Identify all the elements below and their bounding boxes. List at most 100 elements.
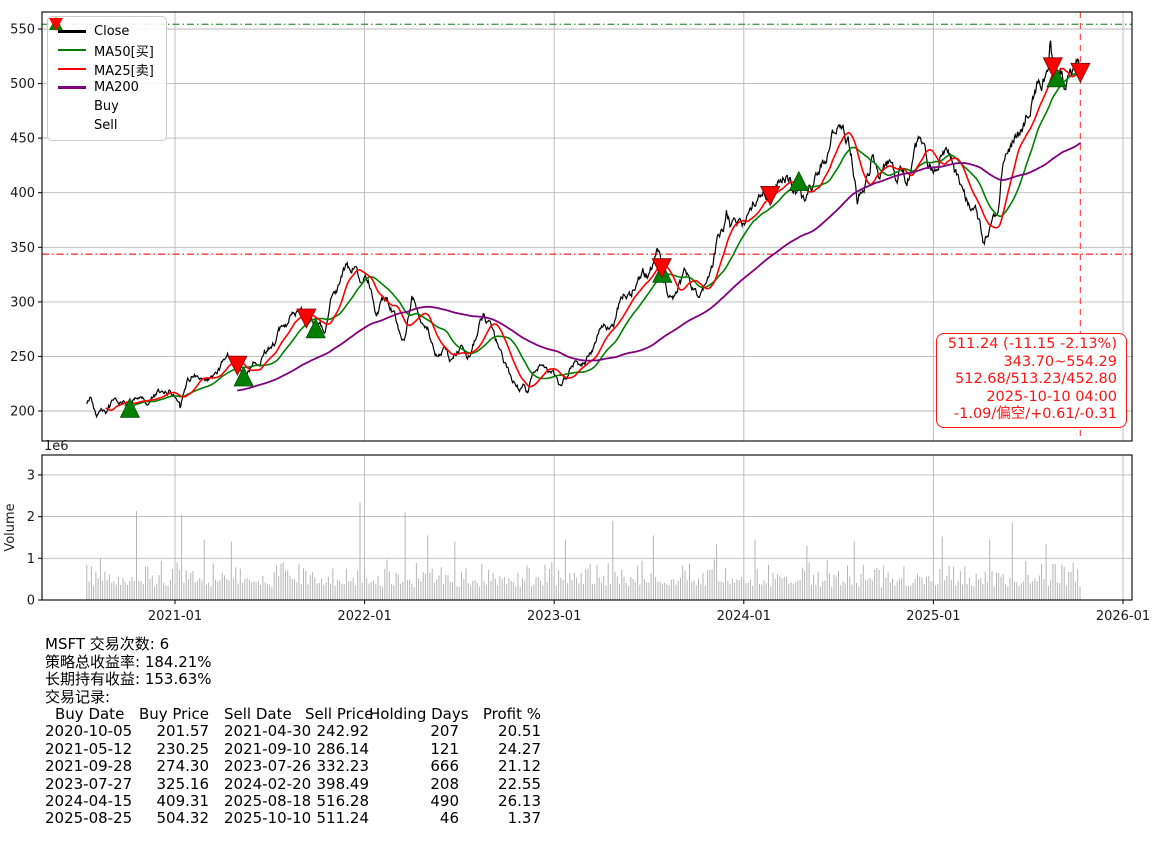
trades-cell: 24.27 <box>498 739 541 758</box>
trades-cell: 2021-04-30 <box>224 722 312 741</box>
legend-line-swatch <box>57 67 87 71</box>
trades-cell: 666 <box>430 757 459 776</box>
legend-item-sell: Sell <box>49 18 154 135</box>
axes-spines <box>41 11 1133 601</box>
trades-cell: 409.31 <box>156 792 210 811</box>
ma25-line <box>105 67 1081 411</box>
trades-header-cell: Buy Date <box>55 705 125 723</box>
price-axis-tick: 550 <box>10 23 35 38</box>
legend-label: Sell <box>94 117 118 133</box>
trades-header-cell: Profit % <box>482 705 541 723</box>
legend-item-ma200: MA200 <box>57 78 154 97</box>
ma50-line <box>124 69 1081 408</box>
buy-marker <box>788 170 809 191</box>
annotation-bias: -1.09/偏空/+0.61/-0.31 <box>953 406 1117 423</box>
trades-cell: 121 <box>430 739 459 758</box>
trade-report: MSFT 交易次数: 6 策略总收益率: 184.21% 长期持有收益: 153… <box>45 635 541 828</box>
buy-marker <box>233 366 254 387</box>
trades-cell: 2021-05-12 <box>45 739 133 758</box>
legend-line-swatch <box>57 30 87 33</box>
date-axis-tick: 2025-01 <box>906 609 960 624</box>
trades-cell: 2025-10-10 <box>224 809 312 828</box>
price-volume-chart: 200 250 300 350 400 450 500 550 0 1 2 3 2021-01 2022-… <box>3 11 1150 625</box>
buy-marker <box>305 318 326 339</box>
legend-line-swatch <box>57 86 87 90</box>
volume-bars <box>86 502 1081 600</box>
trade-count-line: MSFT 交易次数: 6 <box>45 635 170 653</box>
trades-cell: 2023-07-27 <box>45 774 133 793</box>
price-axis-tick: 400 <box>10 186 35 201</box>
sell-marker <box>651 258 672 279</box>
volume-axis-tick: 2 <box>27 510 35 525</box>
price-axis-tick: 450 <box>10 132 35 147</box>
reference-lines <box>42 23 1132 255</box>
legend-item-buy: Buy <box>49 17 154 116</box>
trades-cell: 2024-02-20 <box>224 774 312 793</box>
sell-marker <box>760 186 781 207</box>
price-lines <box>86 40 1082 419</box>
axis-ticks-labels: 200 250 300 350 400 450 500 550 0 1 2 3 2021-01 2022-… <box>3 23 1150 625</box>
legend-line-swatch <box>57 48 87 52</box>
trades-cell: 201.57 <box>156 722 210 741</box>
trades-header-cell: Sell Price <box>305 705 374 723</box>
date-axis-tick: 2023-01 <box>527 609 581 624</box>
grid-lines <box>42 12 1132 600</box>
trades-header-cell: Holding Days <box>369 705 469 723</box>
trades-cell: 2021-09-10 <box>224 739 312 758</box>
legend-label: MA50[买] <box>94 44 154 60</box>
date-axis-tick: 2021-01 <box>148 609 202 624</box>
legend-label: Close <box>94 23 130 39</box>
trades-cell: 2024-04-15 <box>45 792 133 811</box>
trade-markers <box>119 57 1091 418</box>
legend-item-close: Close <box>57 22 154 41</box>
trades-cell: 2025-08-18 <box>224 792 312 811</box>
trades-cell: 325.16 <box>156 774 210 793</box>
volume-axis-label: Volume <box>3 503 18 551</box>
trades-cell: 207 <box>430 722 459 741</box>
hold-return-line: 长期持有收益: 153.63% <box>45 670 212 688</box>
ma200-line <box>237 142 1082 392</box>
legend-item-ma50: MA50[买] <box>57 41 154 60</box>
price-axis-tick: 350 <box>10 241 35 256</box>
trades-cell: 26.13 <box>498 792 541 811</box>
trades-cell: 511.24 <box>316 809 370 828</box>
legend-label: MA25[卖] <box>94 63 154 79</box>
trades-header-cell: Sell Date <box>224 705 292 723</box>
trades-cell: 46 <box>439 809 459 828</box>
trades-cell: 22.55 <box>498 774 541 793</box>
legend-label: MA200 <box>94 80 139 96</box>
trades-cell: 332.23 <box>316 757 370 776</box>
volume-axis-tick: 0 <box>27 594 35 609</box>
price-axis-tick: 250 <box>10 350 35 365</box>
trades-cell: 286.14 <box>316 739 370 758</box>
trades-cell: 21.12 <box>498 757 541 776</box>
trades-cell: 230.25 <box>156 739 210 758</box>
date-axis-tick: 2026-01 <box>1096 609 1150 624</box>
trades-cell: 516.28 <box>316 792 370 811</box>
date-axis-tick: 2022-01 <box>337 609 391 624</box>
volume-axis-tick: 1 <box>27 552 35 567</box>
trade-record-label: 交易记录: <box>45 687 111 706</box>
trades-cell: 20.51 <box>498 722 541 741</box>
legend: Close MA50[买] MA25[卖] MA200 Buy Sell <box>47 16 167 141</box>
sell-marker <box>1070 62 1091 84</box>
buy-marker <box>1046 67 1067 88</box>
crosshair-annotation: 511.24 (-11.15 -2.13%) 343.70~554.29 512… <box>935 333 1127 428</box>
buy-marker <box>119 397 141 418</box>
trades-header-cell: Buy Price <box>138 705 209 723</box>
trades-cell: 1.37 <box>507 809 541 828</box>
trades-cell: 398.49 <box>316 774 370 793</box>
sell-marker <box>1042 57 1063 78</box>
trades-cell: 274.30 <box>156 757 210 776</box>
price-axis-tick: 200 <box>10 405 35 420</box>
trades-cell: 2021-09-28 <box>45 757 133 776</box>
price-axis-tick: 300 <box>10 295 35 310</box>
trades-cell: 504.32 <box>156 809 210 828</box>
trades-cell: 490 <box>430 792 459 811</box>
trades-cell: 242.92 <box>316 722 370 741</box>
annotation-52w-range: 343.70~554.29 <box>1003 353 1117 370</box>
date-axis-tick: 2024-01 <box>717 609 771 624</box>
trades-cell: 2023-07-26 <box>224 757 312 776</box>
legend-item-ma25: MA25[卖] <box>57 60 154 79</box>
